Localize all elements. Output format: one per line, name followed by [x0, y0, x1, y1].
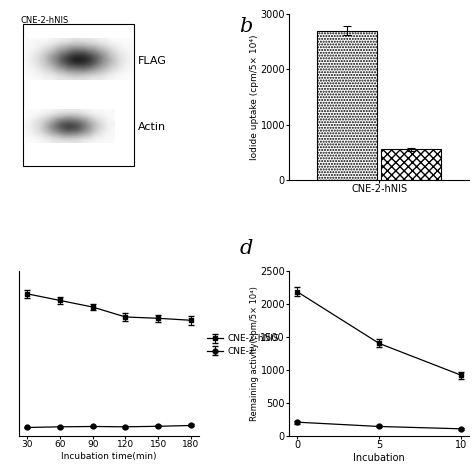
Text: d: d — [239, 239, 253, 258]
Text: FLAG: FLAG — [138, 56, 167, 66]
Text: b: b — [239, 17, 253, 36]
Text: Actin: Actin — [138, 122, 166, 132]
Y-axis label: Remaining activity(cpm/5× 10⁴): Remaining activity(cpm/5× 10⁴) — [250, 286, 259, 421]
Bar — [381, 149, 441, 180]
X-axis label: Incubation time(min): Incubation time(min) — [61, 452, 157, 461]
Y-axis label: Iodide uptake (cpm/5× 10⁴): Iodide uptake (cpm/5× 10⁴) — [250, 34, 259, 160]
X-axis label: Incubation: Incubation — [353, 453, 405, 463]
Bar — [23, 24, 134, 166]
Text: CNE-2-hNIS: CNE-2-hNIS — [21, 16, 69, 25]
Legend: CNE-2-hNIS, CNE-2: CNE-2-hNIS, CNE-2 — [207, 334, 280, 356]
Bar — [317, 31, 377, 180]
